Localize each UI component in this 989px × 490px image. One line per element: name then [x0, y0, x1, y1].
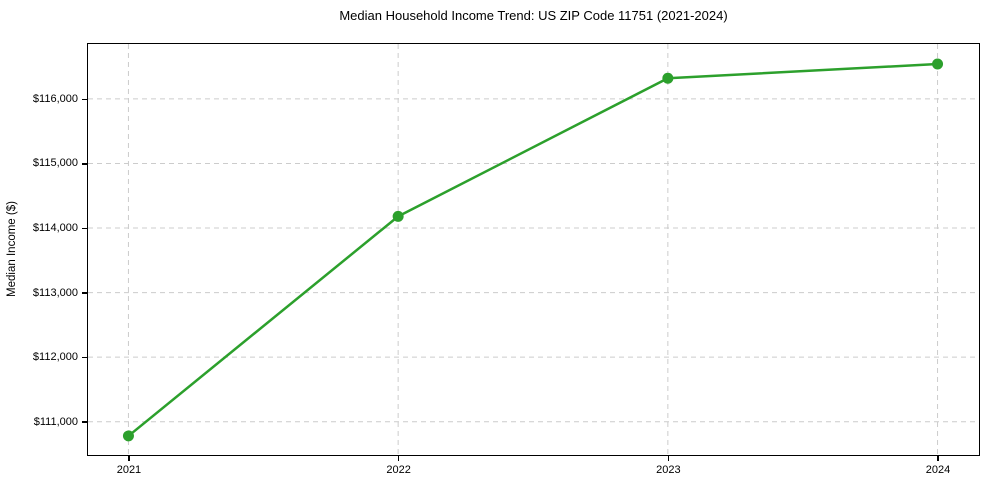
line-chart: [88, 44, 978, 454]
data-line: [127, 62, 939, 438]
y-axis-label: Median Income ($): [6, 201, 18, 297]
y-tick-label: $111,000: [33, 415, 78, 428]
y-tick-label: $112,000: [32, 351, 78, 364]
y-tick-label: $116,000: [32, 92, 78, 105]
y-tick-mark: [82, 356, 87, 359]
data-point: [662, 72, 674, 84]
y-tick-mark: [82, 421, 87, 423]
x-tick-label: 2021: [116, 464, 142, 476]
y-tick-mark: [82, 292, 87, 294]
data-point: [392, 210, 404, 222]
data-point: [932, 58, 944, 70]
y-tick-label: $113,000: [32, 286, 78, 299]
x-tick-mark: [397, 456, 400, 461]
x-tick-label: 2022: [386, 464, 411, 476]
y-tick-mark: [82, 98, 87, 101]
x-tick-label: 2023: [656, 464, 681, 476]
x-tick-mark: [128, 456, 130, 461]
x-tick-mark: [667, 456, 670, 461]
chart-title: Median Household Income Trend: US ZIP Co…: [339, 8, 728, 23]
data-point: [122, 430, 134, 442]
plot-area: [87, 43, 980, 456]
y-tick-mark: [82, 227, 87, 230]
y-tick-mark: [82, 163, 87, 165]
x-tick-mark: [937, 456, 939, 461]
y-tick-label: $114,000: [32, 222, 78, 235]
x-tick-label: 2024: [925, 464, 951, 476]
y-tick-label: $115,000: [32, 157, 78, 170]
